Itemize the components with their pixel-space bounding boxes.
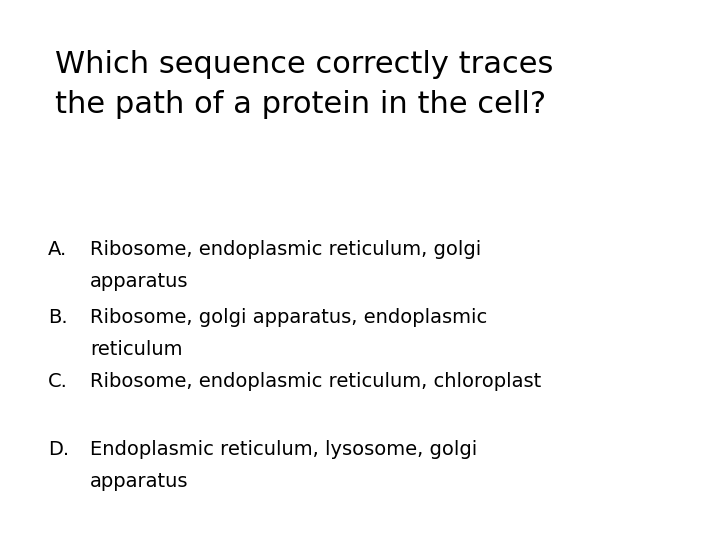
Text: Endoplasmic reticulum, lysosome, golgi: Endoplasmic reticulum, lysosome, golgi	[90, 440, 477, 459]
Text: apparatus: apparatus	[90, 272, 189, 291]
Text: Ribosome, endoplasmic reticulum, chloroplast: Ribosome, endoplasmic reticulum, chlorop…	[90, 372, 541, 391]
Text: Which sequence correctly traces: Which sequence correctly traces	[55, 50, 554, 79]
Text: Ribosome, endoplasmic reticulum, golgi: Ribosome, endoplasmic reticulum, golgi	[90, 240, 481, 259]
Text: D.: D.	[48, 440, 69, 459]
Text: apparatus: apparatus	[90, 472, 189, 491]
Text: the path of a protein in the cell?: the path of a protein in the cell?	[55, 90, 546, 119]
Text: A.: A.	[48, 240, 67, 259]
Text: Ribosome, golgi apparatus, endoplasmic: Ribosome, golgi apparatus, endoplasmic	[90, 308, 487, 327]
Text: C.: C.	[48, 372, 68, 391]
Text: reticulum: reticulum	[90, 340, 182, 359]
Text: B.: B.	[48, 308, 68, 327]
